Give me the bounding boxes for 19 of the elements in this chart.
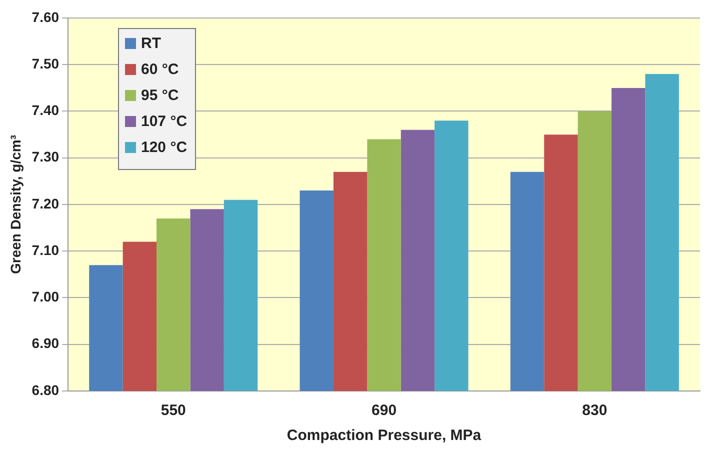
y-axis-title: Green Density, g/cm³ xyxy=(7,134,24,274)
x-axis-title: Compaction Pressure, MPa xyxy=(286,427,482,444)
legend-label: 95 °C xyxy=(141,87,179,104)
y-tick-label: 7.30 xyxy=(32,148,60,165)
legend-label: 107 °C xyxy=(141,113,188,130)
y-tick-label: 7.00 xyxy=(32,288,60,305)
legend-label: 60 °C xyxy=(141,61,179,78)
y-tick-label: 7.20 xyxy=(32,195,60,212)
y-tick-label: 7.60 xyxy=(32,8,60,25)
y-tick-label: 7.40 xyxy=(32,102,60,118)
y-tick-label: 6.80 xyxy=(32,382,60,398)
x-tick-label: 550 xyxy=(160,402,186,420)
y-tick-label: 7.10 xyxy=(32,242,60,258)
x-tick-label: 830 xyxy=(582,402,608,420)
legend-label: RT xyxy=(141,35,161,52)
y-tick-label: 6.90 xyxy=(32,335,60,352)
x-tick-label: 690 xyxy=(372,402,397,420)
y-tick-label: 7.50 xyxy=(32,55,60,72)
legend-label: 120 °C xyxy=(141,139,188,156)
